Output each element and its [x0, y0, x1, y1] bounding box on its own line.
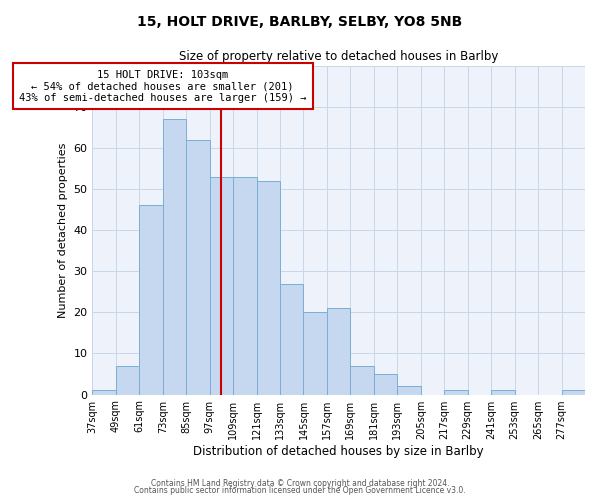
Bar: [116, 366, 139, 394]
Bar: [374, 374, 397, 394]
Bar: [139, 206, 163, 394]
X-axis label: Distribution of detached houses by size in Barlby: Distribution of detached houses by size …: [193, 444, 484, 458]
Bar: [257, 180, 280, 394]
Bar: [327, 308, 350, 394]
Y-axis label: Number of detached properties: Number of detached properties: [58, 142, 68, 318]
Bar: [304, 312, 327, 394]
Text: Contains HM Land Registry data © Crown copyright and database right 2024.: Contains HM Land Registry data © Crown c…: [151, 478, 449, 488]
Bar: [209, 176, 233, 394]
Bar: [280, 284, 304, 395]
Text: 15 HOLT DRIVE: 103sqm
← 54% of detached houses are smaller (201)
43% of semi-det: 15 HOLT DRIVE: 103sqm ← 54% of detached …: [19, 70, 307, 102]
Bar: [491, 390, 515, 394]
Bar: [92, 390, 116, 394]
Bar: [163, 119, 186, 394]
Text: Contains public sector information licensed under the Open Government Licence v3: Contains public sector information licen…: [134, 486, 466, 495]
Bar: [233, 176, 257, 394]
Bar: [444, 390, 467, 394]
Bar: [350, 366, 374, 394]
Bar: [562, 390, 585, 394]
Bar: [397, 386, 421, 394]
Bar: [186, 140, 209, 394]
Title: Size of property relative to detached houses in Barlby: Size of property relative to detached ho…: [179, 50, 499, 63]
Text: 15, HOLT DRIVE, BARLBY, SELBY, YO8 5NB: 15, HOLT DRIVE, BARLBY, SELBY, YO8 5NB: [137, 15, 463, 29]
